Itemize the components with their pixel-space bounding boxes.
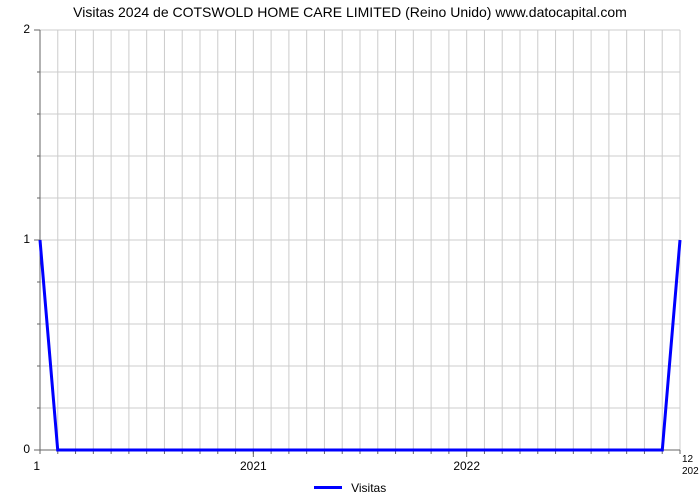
legend-label: Visitas [351, 481, 386, 495]
svg-text:202: 202 [682, 466, 699, 477]
svg-text:12: 12 [682, 454, 694, 465]
svg-text:0: 0 [23, 442, 30, 456]
chart-plot-area: 01220212022112202 [40, 30, 680, 450]
legend-swatch [314, 486, 342, 489]
chart-container: Visitas 2024 de COTSWOLD HOME CARE LIMIT… [0, 0, 700, 500]
svg-text:1: 1 [33, 459, 40, 473]
chart-legend: Visitas [0, 480, 700, 495]
svg-text:1: 1 [23, 232, 30, 246]
svg-text:2: 2 [23, 22, 30, 36]
svg-text:2021: 2021 [240, 459, 267, 473]
svg-text:2022: 2022 [453, 459, 480, 473]
